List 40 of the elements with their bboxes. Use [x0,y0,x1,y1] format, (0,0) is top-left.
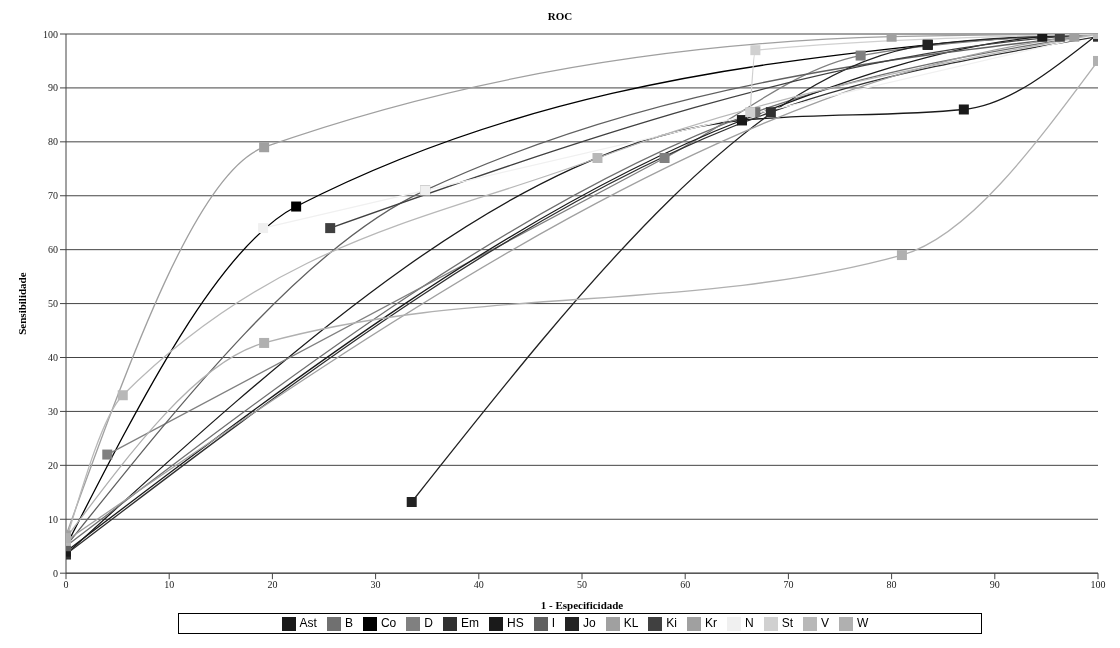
x-tick-label: 60 [680,579,691,591]
legend-label: Ast [299,616,317,631]
x-tick-label: 80 [886,579,897,591]
x-tick-label: 0 [63,579,69,591]
y-tick-label: 20 [48,459,58,471]
x-tick-label: 90 [989,579,1000,591]
x-tick-label: 30 [370,579,381,591]
legend-label: N [745,616,754,631]
legend-label: Ki [666,616,678,631]
legend-label: V [821,616,830,631]
y-tick-label: 100 [43,28,58,40]
legend-label: I [551,616,555,631]
x-tick-label: 20 [267,579,278,591]
y-tick-label: 40 [48,352,58,364]
chart-title: ROC [546,9,574,24]
y-tick-label: 30 [48,405,58,417]
legend-label: B [344,616,353,631]
y-tick-label: 50 [48,298,58,310]
y-tick-label: 60 [48,244,58,256]
legend-label: W [857,616,869,631]
y-tick-label: 70 [48,190,58,202]
legend-label: Kr [705,616,718,631]
legend-label: KL [623,616,639,631]
x-tick-label: 100 [1090,579,1106,591]
legend-label: Em [460,616,479,631]
legend-label: Co [380,616,397,631]
y-axis-title: Sensibilidade [15,272,28,335]
legend-label: HS [506,616,524,631]
y-tick-label: 90 [48,82,58,94]
y-tick-label: 10 [48,513,58,525]
x-tick-label: 50 [577,579,587,591]
x-axis-title: 1 - Especificidade [540,599,624,612]
x-tick-label: 40 [473,579,484,591]
legend-label: Jo [582,616,596,631]
y-tick-label: 80 [48,136,58,148]
legend-label: St [781,616,794,631]
y-tick-label: 0 [53,567,58,579]
x-tick-label: 70 [783,579,794,591]
legend-label: D [424,616,433,631]
x-tick-label: 10 [164,579,175,591]
